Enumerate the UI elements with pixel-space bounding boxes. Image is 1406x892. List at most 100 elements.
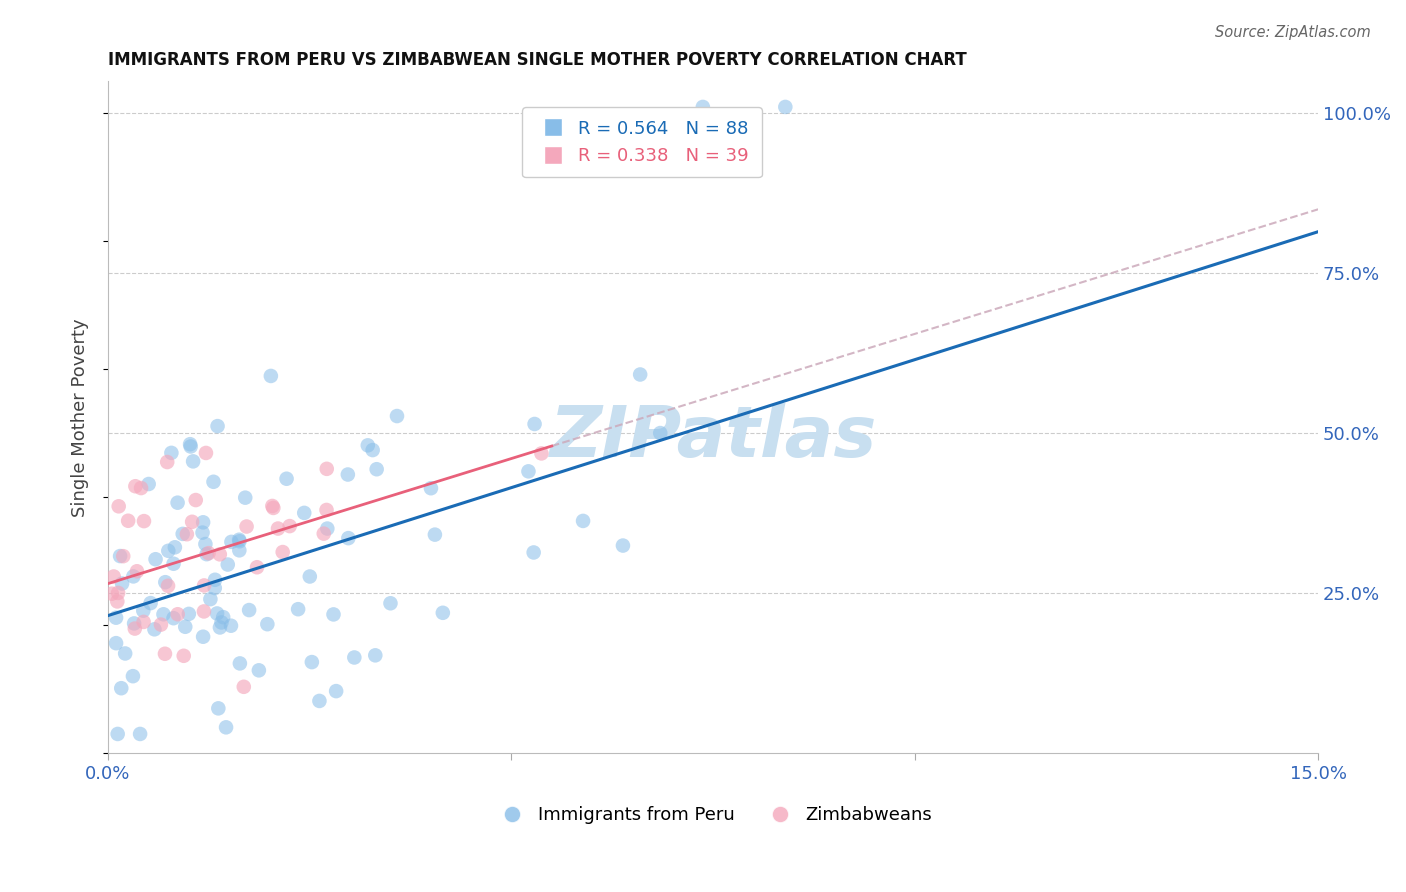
Point <box>628 368 651 382</box>
Point <box>129 481 152 495</box>
Point <box>523 545 546 559</box>
Point <box>173 648 195 663</box>
Point <box>572 514 595 528</box>
Point <box>336 467 359 482</box>
Point <box>152 607 174 622</box>
Point <box>193 578 215 592</box>
Text: IMMIGRANTS FROM PERU VS ZIMBABWEAN SINGLE MOTHER POVERTY CORRELATION CHART: IMMIGRANTS FROM PERU VS ZIMBABWEAN SINGL… <box>108 51 967 69</box>
Point <box>287 602 309 616</box>
Point <box>217 558 239 572</box>
Point <box>228 533 250 547</box>
Text: ZIPatlas: ZIPatlas <box>550 403 877 472</box>
Point <box>517 464 540 478</box>
Point <box>191 516 214 530</box>
Point <box>129 727 152 741</box>
Point <box>177 607 200 621</box>
Point <box>112 549 135 563</box>
Point <box>337 531 360 545</box>
Point <box>229 657 252 671</box>
Point <box>315 503 337 517</box>
Point <box>105 610 128 624</box>
Legend: Immigrants from Peru, Zimbabweans: Immigrants from Peru, Zimbabweans <box>488 799 939 831</box>
Point <box>103 569 125 583</box>
Point <box>361 443 384 458</box>
Point <box>205 607 228 621</box>
Point <box>212 610 235 624</box>
Point <box>122 569 145 583</box>
Point <box>208 547 231 561</box>
Point <box>180 440 202 454</box>
Point <box>174 620 197 634</box>
Point <box>385 409 408 423</box>
Point <box>156 455 179 469</box>
Point <box>420 481 443 495</box>
Point <box>775 100 797 114</box>
Point <box>108 549 131 563</box>
Y-axis label: Single Mother Poverty: Single Mother Poverty <box>72 318 89 516</box>
Point <box>132 604 155 618</box>
Point <box>122 616 145 631</box>
Point <box>162 611 184 625</box>
Point <box>204 573 226 587</box>
Point <box>366 462 388 476</box>
Point <box>179 437 201 451</box>
Point <box>132 615 155 629</box>
Point <box>364 648 387 663</box>
Point <box>110 681 132 696</box>
Point <box>139 596 162 610</box>
Point <box>357 438 380 452</box>
Point <box>162 557 184 571</box>
Point <box>143 623 166 637</box>
Point <box>117 514 139 528</box>
Point <box>157 579 180 593</box>
Point <box>308 694 330 708</box>
Point <box>322 607 344 622</box>
Point <box>172 527 194 541</box>
Point <box>157 544 180 558</box>
Point <box>160 446 183 460</box>
Point <box>122 669 145 683</box>
Point <box>124 622 146 636</box>
Point <box>166 496 188 510</box>
Point <box>181 454 204 468</box>
Point <box>276 472 298 486</box>
Point <box>191 630 214 644</box>
Point <box>380 596 402 610</box>
Point <box>271 545 294 559</box>
Point <box>208 620 231 634</box>
Point <box>219 618 242 632</box>
Point <box>107 586 129 600</box>
Point <box>312 526 335 541</box>
Point <box>278 519 301 533</box>
Point <box>262 499 284 513</box>
Point <box>132 514 155 528</box>
Point <box>191 525 214 540</box>
Point <box>194 537 217 551</box>
Point <box>145 552 167 566</box>
Point <box>114 647 136 661</box>
Point <box>523 417 546 431</box>
Point <box>432 606 454 620</box>
Point <box>343 650 366 665</box>
Point <box>301 655 323 669</box>
Point <box>238 603 260 617</box>
Point <box>200 592 222 607</box>
Point <box>423 527 446 541</box>
Point <box>197 546 219 560</box>
Point <box>262 500 284 515</box>
Point <box>650 426 672 441</box>
Point <box>105 594 128 608</box>
Point <box>155 575 177 590</box>
Point <box>232 680 254 694</box>
Point <box>247 663 270 677</box>
Point <box>235 519 257 533</box>
Point <box>195 547 218 561</box>
Point <box>153 647 176 661</box>
Point <box>207 701 229 715</box>
Point <box>194 446 217 460</box>
Point <box>107 727 129 741</box>
Point <box>233 491 256 505</box>
Point <box>181 515 204 529</box>
Point <box>246 560 269 574</box>
Point <box>163 541 186 555</box>
